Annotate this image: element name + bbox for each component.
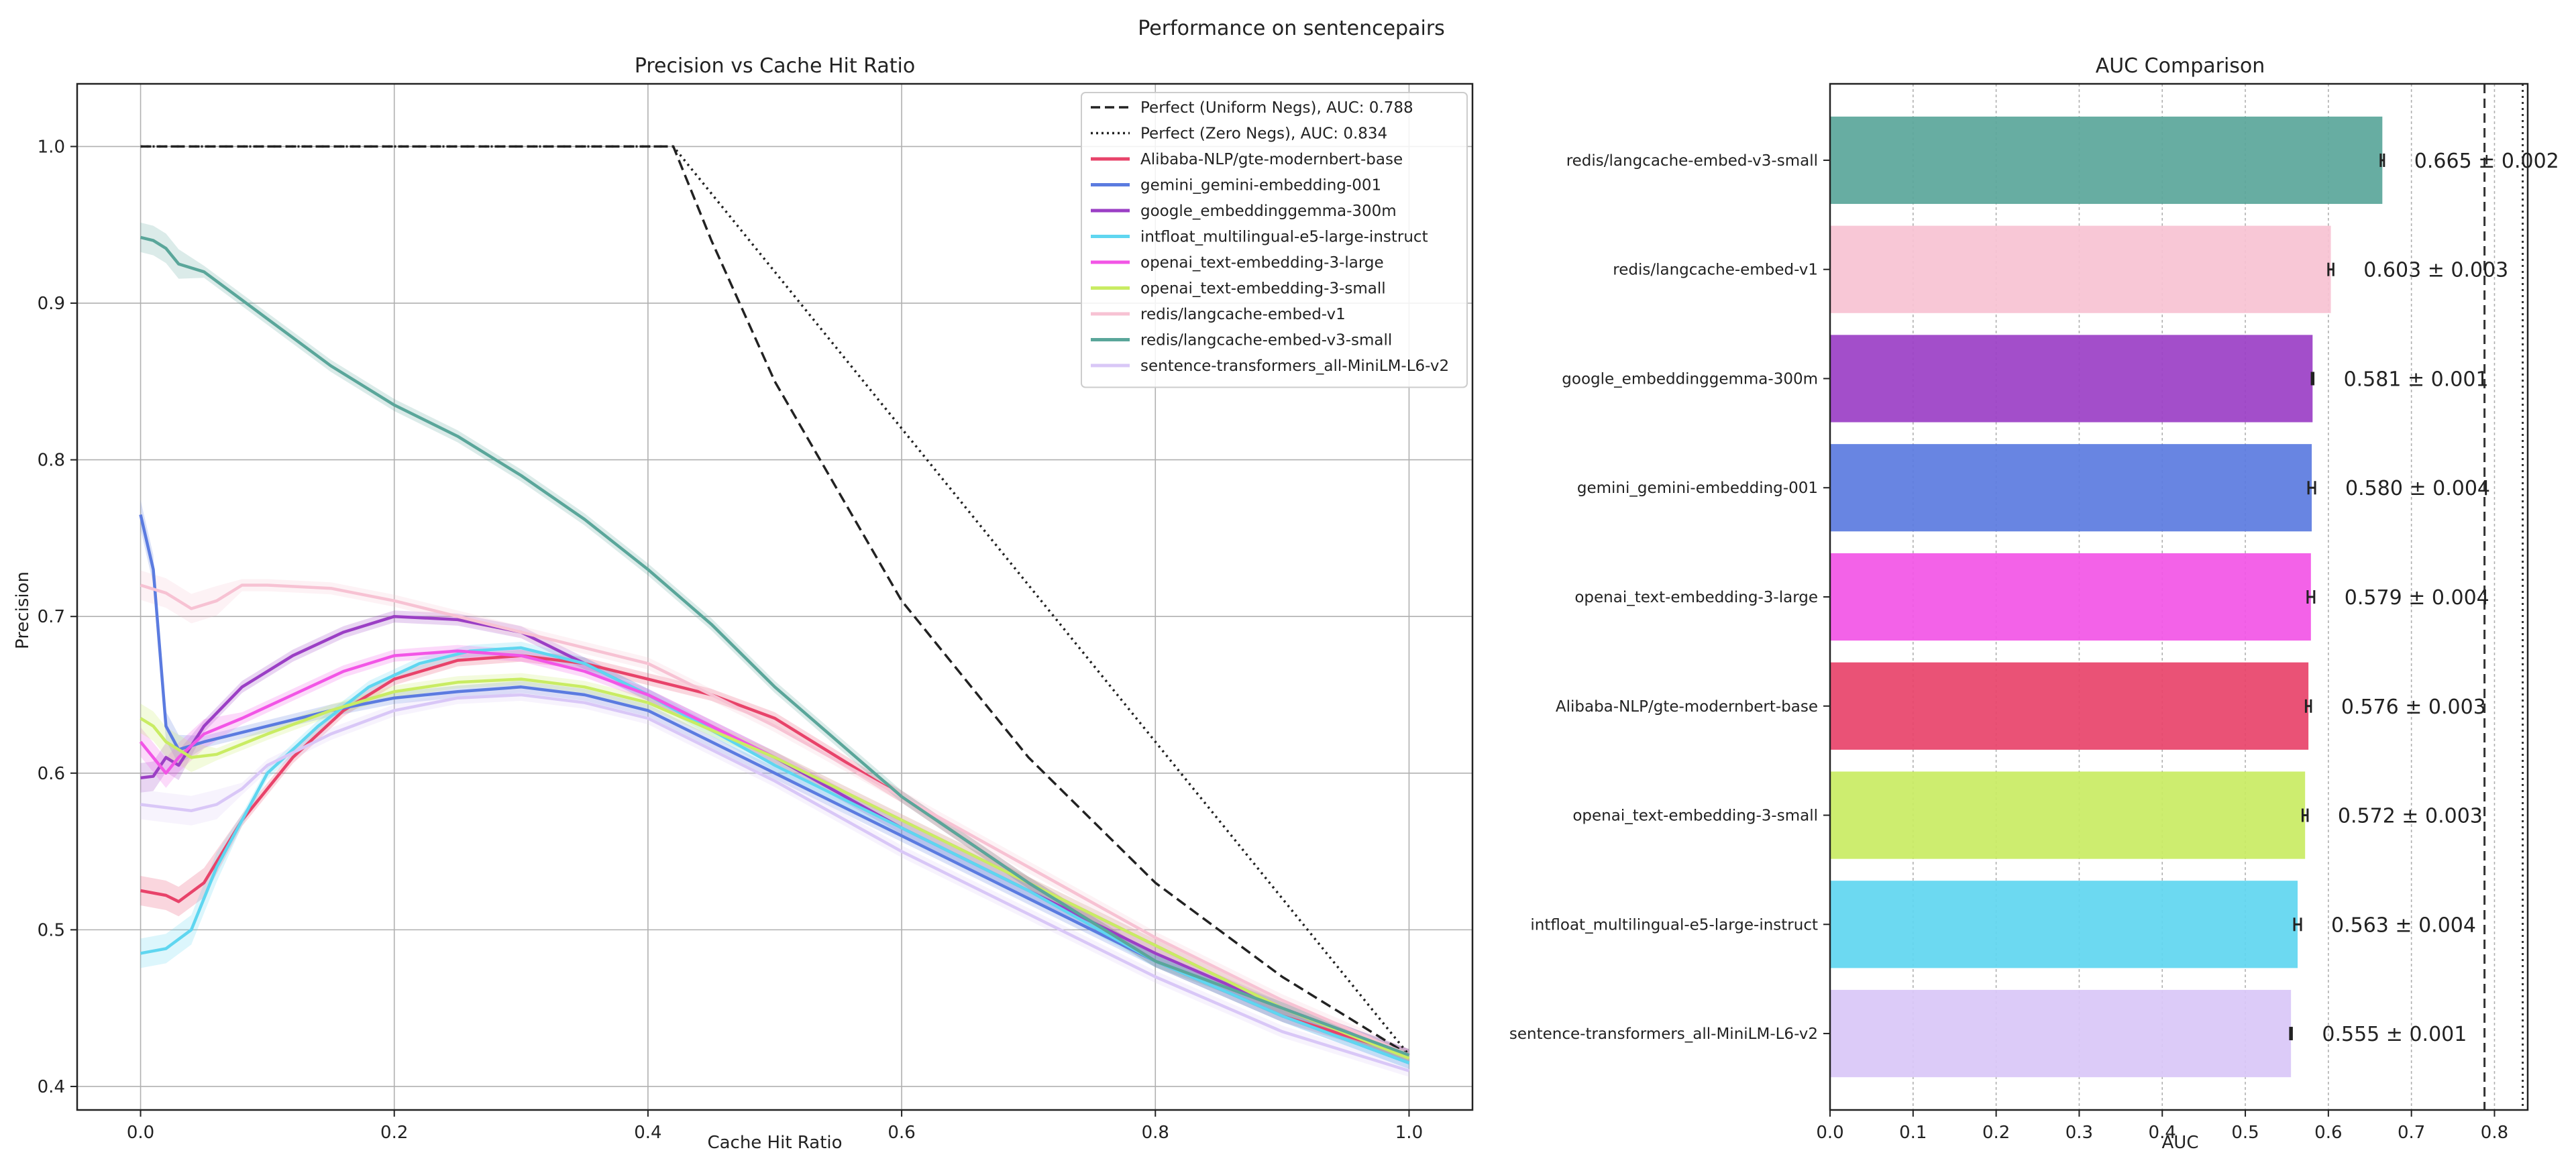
line-chart-frame (76, 82, 1474, 1111)
legend-label: redis/langcache-embed-v3-small (1140, 332, 1392, 349)
series-band (140, 689, 1409, 1077)
value-label: 0.665 ± 0.002 (2414, 150, 2559, 173)
x-tick-label: 0.8 (2481, 1123, 2508, 1143)
line-chart-legend: Perfect (Uniform Negs), AUC: 0.788 Perfec… (1081, 92, 1468, 388)
value-label: 0.580 ± 0.004 (2345, 477, 2490, 500)
legend-label: Perfect (Uniform Negs), AUC: 0.788 (1140, 99, 1413, 117)
series-band (140, 222, 1409, 1062)
x-tick-label: 0.8 (1142, 1123, 1169, 1143)
category-label: google_embeddinggemma-300m (1562, 370, 1818, 388)
line-chart-ylabel: Precision (13, 571, 33, 649)
line-chart: Precision vs Cache Hit Ratio Cache Hit R… (13, 54, 1474, 1153)
legend-box (1081, 92, 1468, 388)
bar (1830, 881, 2298, 968)
value-label: 0.579 ± 0.004 (2345, 586, 2489, 610)
x-tick-label: 0.1 (1899, 1123, 1927, 1143)
value-label: 0.576 ± 0.003 (2341, 695, 2486, 719)
bar (1830, 444, 2312, 532)
suptitle: Performance on sentencepairs (1138, 17, 1445, 40)
x-tick-label: 0.4 (634, 1123, 661, 1143)
series-band (140, 649, 1409, 1062)
series-line (140, 693, 1410, 1072)
x-tick-label: 0.0 (1816, 1123, 1843, 1143)
y-tick-label: 0.8 (38, 451, 65, 471)
x-tick-label: 0.2 (380, 1123, 408, 1143)
x-tick-label: 0.5 (2231, 1123, 2259, 1143)
value-label: 0.572 ± 0.003 (2338, 805, 2483, 828)
legend-label: Perfect (Zero Negs), AUC: 0.834 (1140, 125, 1387, 143)
series-line (140, 145, 1410, 1056)
series-line (140, 145, 1410, 1056)
category-label: gemini_gemini-embedding-001 (1577, 480, 1818, 497)
category-label: intfloat_multilingual-e5-large-instruct (1530, 916, 1818, 934)
x-tick-label: 0.6 (888, 1123, 915, 1143)
value-label: 0.555 ± 0.001 (2322, 1023, 2467, 1046)
bar (1830, 225, 2331, 313)
x-tick-label: 0.0 (127, 1123, 154, 1143)
bar (1830, 771, 2306, 859)
x-tick-label: 0.3 (2065, 1123, 2093, 1143)
y-tick-label: 0.6 (38, 764, 65, 784)
category-label: redis/langcache-embed-v1 (1613, 262, 1818, 279)
legend-label: google_embeddinggemma-300m (1140, 203, 1397, 220)
line-chart-title: Precision vs Cache Hit Ratio (635, 54, 915, 78)
series-line (140, 677, 1410, 1060)
category-label: openai_text-embedding-3-small (1572, 807, 1818, 825)
value-label: 0.603 ± 0.003 (2363, 259, 2508, 282)
line-chart-xlabel: Cache Hit Ratio (707, 1133, 842, 1153)
x-tick-label: 0.4 (2149, 1123, 2176, 1143)
x-tick-label: 0.2 (1982, 1123, 2010, 1143)
legend-label: intfloat_multilingual-e5-large-instruct (1140, 229, 1428, 246)
legend-label: openai_text-embedding-3-large (1140, 254, 1384, 272)
x-tick-label: 1.0 (1395, 1123, 1423, 1143)
legend-label: sentence-transformers_all-MiniLM-L6-v2 (1140, 357, 1449, 375)
legend-label: gemini_gemini-embedding-001 (1140, 177, 1381, 194)
value-label: 0.563 ± 0.004 (2331, 913, 2476, 937)
bar (1830, 116, 2383, 205)
y-tick-label: 0.5 (38, 920, 65, 940)
legend-label: Alibaba-NLP/gte-modernbert-base (1140, 151, 1403, 168)
series-line (140, 235, 1410, 1057)
bar-chart-title: AUC Comparison (2096, 54, 2265, 78)
series-line (139, 514, 1410, 1065)
y-tick-label: 0.7 (38, 607, 65, 627)
category-label: Alibaba-NLP/gte-modernbert-base (1556, 698, 1818, 716)
bar-chart-xlabel: AUC (2162, 1133, 2199, 1153)
y-tick-label: 1.0 (38, 137, 65, 157)
category-label: redis/langcache-embed-v3-small (1566, 152, 1818, 170)
series-line (140, 583, 1410, 1057)
x-tick-label: 0.7 (2398, 1123, 2425, 1143)
bar (1830, 662, 2309, 750)
x-tick-label: 0.6 (2314, 1123, 2342, 1143)
y-tick-label: 0.9 (38, 294, 65, 314)
bar (1830, 553, 2311, 641)
bar-chart: AUC Comparison AUC 0.0 0.1 0.2 0.3 0.4 0.5 0.6… (1509, 54, 2559, 1153)
value-label: 0.581 ± 0.001 (2344, 368, 2489, 391)
category-label: sentence-transformers_all-MiniLM-L6-v2 (1509, 1025, 1818, 1043)
y-tick-label: 0.4 (38, 1077, 65, 1097)
legend-label: redis/langcache-embed-v1 (1140, 306, 1346, 323)
category-label: openai_text-embedding-3-large (1574, 589, 1818, 606)
bar (1830, 335, 2313, 423)
bar (1830, 989, 2292, 1078)
legend-label: openai_text-embedding-3-small (1140, 280, 1386, 298)
